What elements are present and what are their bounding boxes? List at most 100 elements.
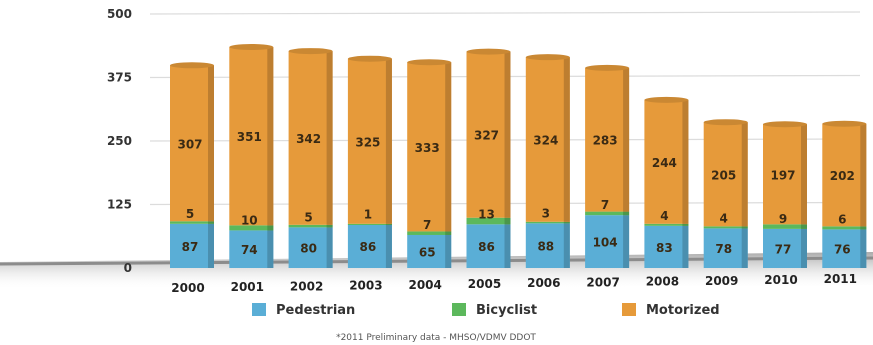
bar-pedestrian-2005: [466, 224, 511, 268]
data-label-motorized-2010: 197: [770, 168, 795, 182]
data-label-bicyclist-2003: 1: [364, 207, 372, 221]
bar-motorized-2004: [407, 62, 452, 232]
data-label-bicyclist-2009: 4: [720, 211, 728, 225]
bar-side-motorized-2000: [208, 65, 214, 222]
bar-side-bicyclist-2005: [504, 217, 511, 225]
bar-side-motorized-2006: [563, 57, 570, 222]
bar-group-2002: [288, 48, 333, 268]
bar-side-bicyclist-2004: [445, 231, 452, 235]
bar-cap-2002: [288, 48, 333, 55]
bar-cap-2003: [347, 55, 392, 62]
bar-side-motorized-2011: [860, 123, 867, 227]
bar-group-2005: [466, 48, 511, 268]
bar-group-2009: [703, 119, 748, 268]
x-tick-label-2009: 2009: [705, 274, 738, 288]
bar-bicyclist-2004: [407, 231, 452, 235]
data-label-motorized-2005: 327: [474, 129, 499, 143]
bar-side-pedestrian-2010: [801, 228, 807, 268]
x-tick-label-2004: 2004: [408, 278, 441, 292]
bar-side-motorized-2003: [385, 58, 392, 224]
bar-side-motorized-2002: [326, 51, 333, 225]
bar-group-2011: [822, 120, 867, 268]
bar-motorized-2000: [170, 65, 214, 222]
data-label-motorized-2000: 307: [177, 137, 202, 151]
bar-group-2000: [170, 62, 214, 268]
bar-motorized-2008: [644, 99, 689, 224]
bar-motorized-2003: [347, 58, 392, 224]
bar-motorized-2005: [466, 51, 511, 218]
bar-motorized-2006: [525, 57, 570, 222]
data-label-bicyclist-2007: 7: [601, 198, 609, 212]
data-label-pedestrian-2011: 76: [834, 243, 851, 257]
bar-bicyclist-2011: [822, 226, 867, 230]
bar-side-motorized-2009: [741, 122, 748, 227]
bar-side-pedestrian-2007: [623, 215, 630, 268]
bar-side-pedestrian-2005: [504, 224, 511, 268]
bar-side-pedestrian-2006: [563, 223, 570, 268]
data-label-bicyclist-2010: 9: [779, 212, 787, 226]
bar-side-pedestrian-2000: [208, 223, 214, 268]
bar-pedestrian-2011: [822, 229, 867, 268]
data-label-motorized-2008: 244: [652, 156, 677, 170]
bar-cap-2010: [763, 121, 807, 128]
bar-side-pedestrian-2001: [267, 230, 274, 268]
y-tick-label-0: 0: [124, 261, 132, 275]
bar-pedestrian-2001: [229, 230, 274, 268]
data-labels: 8753077410351805342861325657333861332788…: [177, 129, 854, 260]
y-tick-label-125: 125: [107, 198, 132, 212]
bar-motorized-2011: [822, 123, 867, 227]
data-label-bicyclist-2004: 7: [423, 218, 431, 232]
data-label-motorized-2009: 205: [711, 168, 736, 182]
y-axis: 0 125 250 375 500: [107, 7, 132, 275]
bar-cap-2000: [170, 62, 214, 69]
bar-side-bicyclist-2011: [860, 226, 867, 230]
bar-side-pedestrian-2002: [326, 227, 333, 268]
bar-cap-2001: [229, 44, 274, 51]
data-label-motorized-2003: 325: [355, 135, 380, 149]
bar-pedestrian-2004: [407, 234, 452, 268]
data-label-motorized-2004: 333: [415, 141, 440, 155]
bar-pedestrian-2008: [644, 225, 689, 268]
bar-side-pedestrian-2009: [741, 228, 748, 268]
x-tick-label-2010: 2010: [764, 273, 797, 287]
data-label-bicyclist-2005: 13: [478, 207, 495, 221]
bar-bicyclist-2010: [763, 224, 807, 229]
bar-bicyclist-2008: [644, 223, 689, 226]
bar-pedestrian-2009: [703, 228, 748, 268]
x-tick-label-2008: 2008: [646, 275, 679, 289]
data-label-motorized-2011: 202: [830, 169, 855, 183]
legend-swatch-pedestrian: [252, 303, 266, 316]
bar-cap-2009: [703, 119, 748, 126]
bar-side-bicyclist-2006: [563, 221, 570, 224]
bar-side-motorized-2004: [445, 62, 452, 232]
bar-cap-2008: [644, 96, 689, 103]
y-tick-label-500: 500: [107, 7, 132, 21]
bar-pedestrian-2010: [763, 228, 807, 268]
bar-cap-2004: [407, 59, 452, 66]
bar-group-2001: [229, 44, 274, 268]
data-label-motorized-2002: 342: [296, 132, 321, 146]
legend-swatch-bicyclist: [452, 303, 466, 316]
x-tick-label-2007: 2007: [586, 275, 619, 289]
bar-group-2010: [763, 121, 807, 268]
y-tick-label-375: 375: [107, 71, 132, 85]
data-label-pedestrian-2006: 88: [537, 240, 554, 254]
bar-side-bicyclist-2002: [326, 224, 333, 228]
grid-line-500: [149, 11, 861, 15]
x-tick-label-2000: 2000: [171, 281, 204, 295]
data-label-pedestrian-2003: 86: [360, 240, 377, 254]
bar-side-bicyclist-2003: [385, 223, 392, 226]
bar-bicyclist-2003: [347, 223, 392, 226]
bar-side-pedestrian-2004: [445, 234, 452, 268]
bar-bicyclist-2007: [585, 211, 630, 216]
data-label-bicyclist-2011: 6: [838, 212, 846, 226]
bar-motorized-2007: [585, 67, 630, 212]
bar-bicyclist-2001: [229, 225, 274, 231]
legend-label-motorized: Motorized: [646, 303, 720, 318]
x-tick-label-2011: 2011: [824, 272, 857, 286]
bar-cap-2011: [822, 120, 867, 127]
bar-side-pedestrian-2011: [860, 229, 867, 268]
x-tick-label-2002: 2002: [290, 279, 323, 293]
data-label-bicyclist-2002: 5: [304, 210, 312, 224]
